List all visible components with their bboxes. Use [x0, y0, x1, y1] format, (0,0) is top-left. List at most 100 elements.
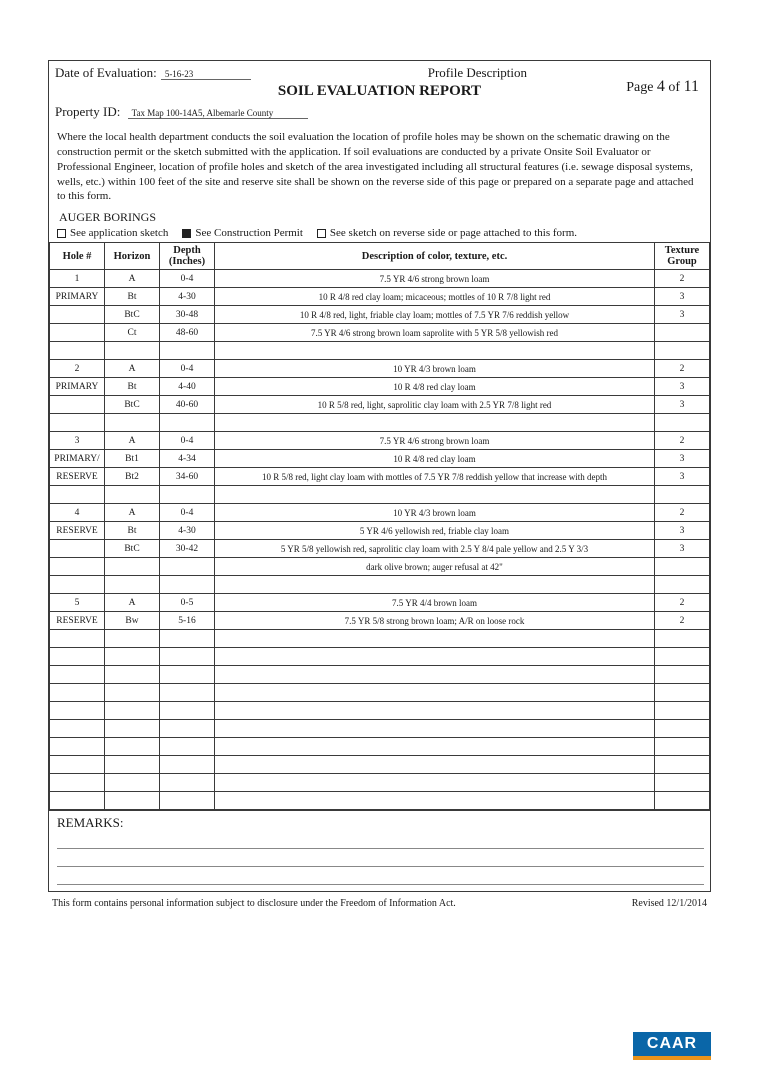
footer-left: This form contains personal information … [52, 898, 456, 909]
cell-desc [215, 486, 655, 504]
table-row [50, 630, 710, 648]
table-row: RESERVEBt4-305 YR 4/6 yellowish red, fri… [50, 522, 710, 540]
cell-hole: 1 [50, 270, 105, 288]
cell-horz: Bt [105, 378, 160, 396]
cell-desc: 7.5 YR 5/8 strong brown loam; A/R on loo… [215, 612, 655, 630]
cell-hole: RESERVE [50, 612, 105, 630]
cell-tex: 3 [655, 396, 710, 414]
cell-hole [50, 666, 105, 684]
cell-desc [215, 576, 655, 594]
cell-hole [50, 306, 105, 324]
cell-depth [160, 630, 215, 648]
table-row: 4A0-410 YR 4/3 brown loam2 [50, 504, 710, 522]
cell-depth: 30-48 [160, 306, 215, 324]
cell-tex: 2 [655, 360, 710, 378]
cell-horz [105, 684, 160, 702]
cell-tex: 3 [655, 522, 710, 540]
cell-hole [50, 540, 105, 558]
cell-hole [50, 684, 105, 702]
cell-depth [160, 774, 215, 792]
cell-desc [215, 738, 655, 756]
date-label: Date of Evaluation: [55, 65, 157, 81]
table-row: dark olive brown; auger refusal at 42" [50, 558, 710, 576]
checkbox-icon[interactable] [317, 229, 326, 238]
cell-tex [655, 684, 710, 702]
cell-tex [655, 558, 710, 576]
checkbox-icon[interactable] [182, 229, 191, 238]
table-row: 3A0-47.5 YR 4/6 strong brown loam2 [50, 432, 710, 450]
cell-tex [655, 792, 710, 810]
cell-tex [655, 576, 710, 594]
checkbox-row: See application sketch See Construction … [49, 225, 710, 242]
check-option-1: See application sketch [57, 227, 168, 239]
cell-horz [105, 576, 160, 594]
th-horizon: Horizon [105, 243, 160, 270]
page-total: 11 [684, 78, 699, 95]
cell-depth [160, 738, 215, 756]
cell-horz: A [105, 504, 160, 522]
cell-depth [160, 648, 215, 666]
cell-depth: 40-60 [160, 396, 215, 414]
cell-horz: Bt [105, 522, 160, 540]
table-row [50, 774, 710, 792]
th-desc: Description of color, texture, etc. [215, 243, 655, 270]
cell-hole: PRIMARY [50, 288, 105, 306]
cell-horz [105, 666, 160, 684]
check-option-2: See Construction Permit [182, 227, 303, 239]
cell-horz [105, 414, 160, 432]
cell-tex: 2 [655, 432, 710, 450]
cell-horz: Bt1 [105, 450, 160, 468]
table-row: 5A0-57.5 YR 4/4 brown loam2 [50, 594, 710, 612]
cell-horz: A [105, 360, 160, 378]
cell-hole: PRIMARY [50, 378, 105, 396]
cell-hole: PRIMARY/ [50, 450, 105, 468]
cell-desc [215, 648, 655, 666]
cell-depth: 30-42 [160, 540, 215, 558]
remarks-line [57, 851, 704, 867]
cell-hole [50, 792, 105, 810]
th-texture: Texture Group [655, 243, 710, 270]
check-option-3: See sketch on reverse side or page attac… [317, 227, 577, 239]
cell-horz [105, 792, 160, 810]
table-row: PRIMARYBt4-3010 R 4/8 red clay loam; mic… [50, 288, 710, 306]
cell-depth [160, 486, 215, 504]
cell-hole [50, 702, 105, 720]
cell-tex: 3 [655, 378, 710, 396]
caar-logo: CAAR [633, 1032, 711, 1060]
cell-hole [50, 558, 105, 576]
cell-hole: 2 [50, 360, 105, 378]
checkbox-icon[interactable] [57, 229, 66, 238]
cell-desc: 5 YR 4/6 yellowish red, friable clay loa… [215, 522, 655, 540]
cell-hole [50, 396, 105, 414]
cell-hole [50, 756, 105, 774]
cell-hole: 5 [50, 594, 105, 612]
cell-depth: 0-4 [160, 360, 215, 378]
cell-depth [160, 684, 215, 702]
page-current: 4 [657, 78, 665, 95]
table-row: BtC40-6010 R 5/8 red, light, saprolitic … [50, 396, 710, 414]
cell-desc [215, 720, 655, 738]
th-hole: Hole # [50, 243, 105, 270]
cell-hole [50, 324, 105, 342]
cell-depth: 48-60 [160, 324, 215, 342]
cell-horz: BtC [105, 396, 160, 414]
cell-hole [50, 486, 105, 504]
cell-desc: 10 R 5/8 red, light, saprolitic clay loa… [215, 396, 655, 414]
cell-tex [655, 702, 710, 720]
cell-hole [50, 720, 105, 738]
form-frame: Date of Evaluation: 5-16-23 Profile Desc… [48, 60, 711, 892]
cell-tex: 3 [655, 288, 710, 306]
cell-horz: BtC [105, 540, 160, 558]
table-row [50, 666, 710, 684]
cell-horz: BtC [105, 306, 160, 324]
cell-horz [105, 774, 160, 792]
cell-hole: RESERVE [50, 522, 105, 540]
cell-tex: 3 [655, 540, 710, 558]
cell-horz [105, 342, 160, 360]
cell-desc [215, 774, 655, 792]
cell-horz: A [105, 594, 160, 612]
table-row: Ct48-607.5 YR 4/6 strong brown loam sapr… [50, 324, 710, 342]
table-row [50, 702, 710, 720]
table-row [50, 792, 710, 810]
cell-tex: 2 [655, 504, 710, 522]
